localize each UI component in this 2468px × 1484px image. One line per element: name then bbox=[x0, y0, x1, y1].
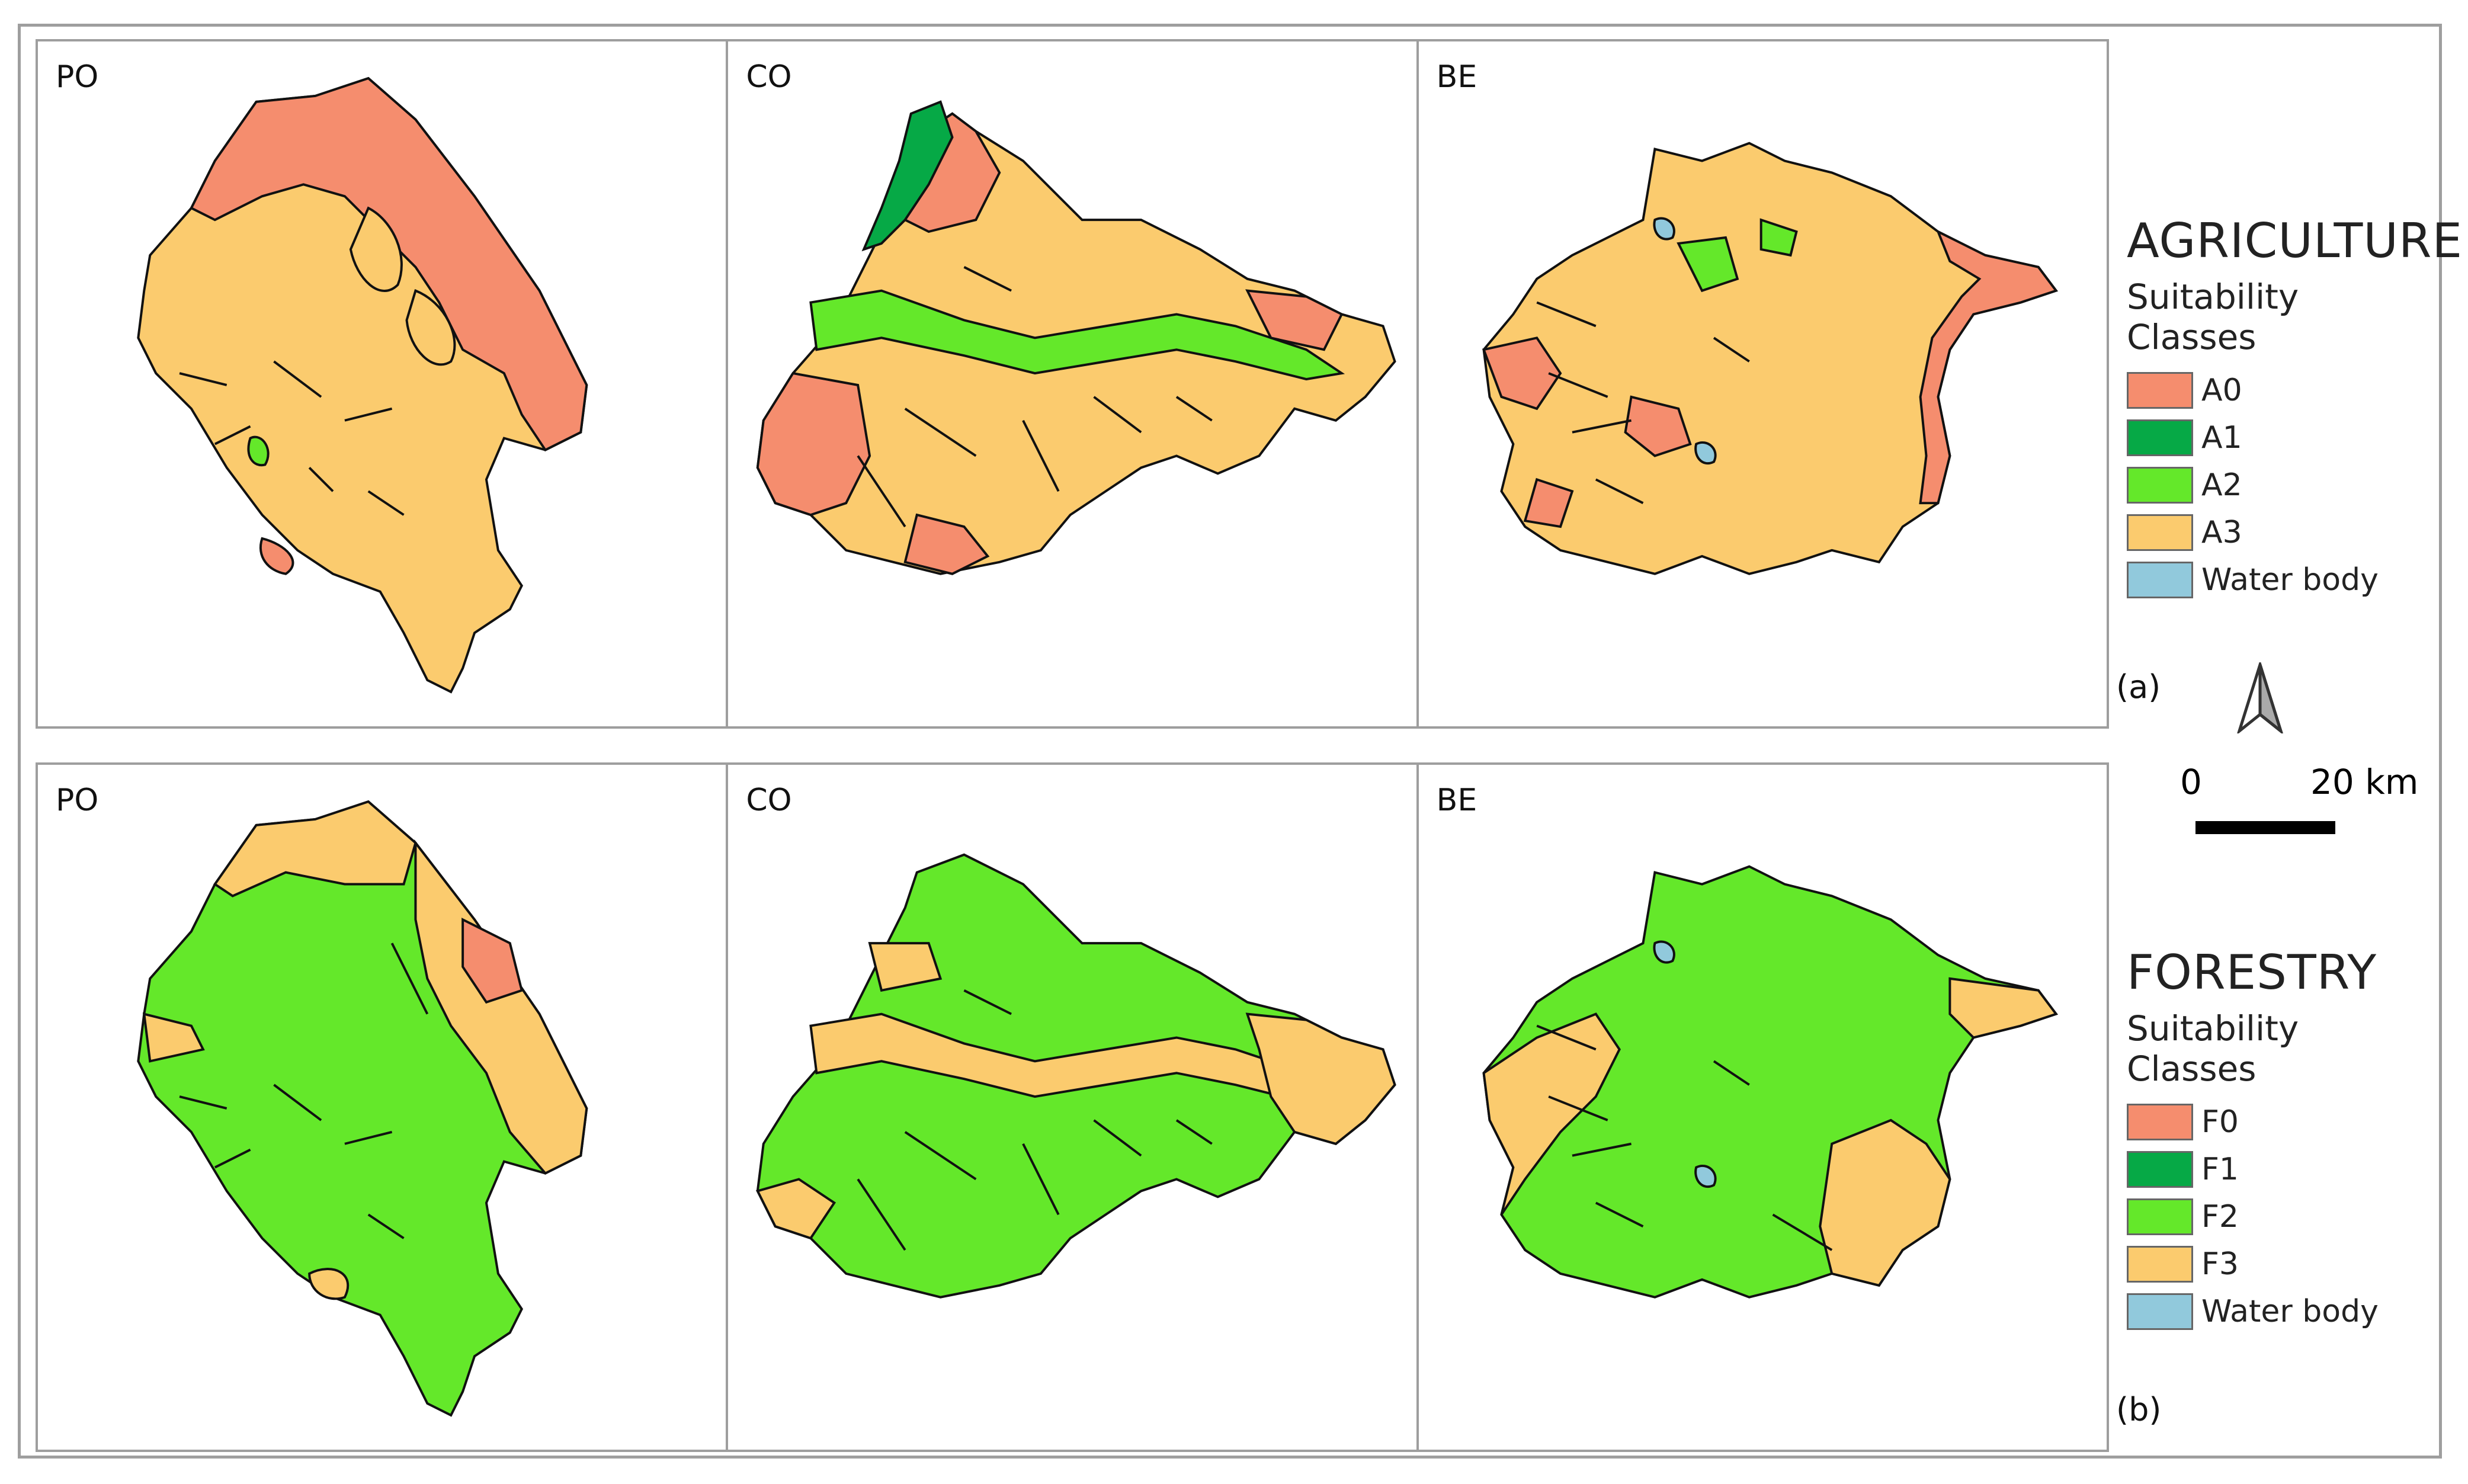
legend-label: F3 bbox=[2201, 1246, 2239, 1282]
legend-item: Water body bbox=[2127, 556, 2435, 604]
legend-swatch bbox=[2127, 419, 2193, 456]
scale-end-label: 20 km bbox=[2310, 762, 2419, 802]
legend-swatch bbox=[2127, 467, 2193, 504]
legend-swatch bbox=[2127, 1151, 2193, 1188]
legend-swatch bbox=[2127, 562, 2193, 598]
legend-item: A2 bbox=[2127, 461, 2435, 509]
scale-bar: 0 20 km bbox=[2180, 762, 2429, 845]
legend-label: A1 bbox=[2201, 420, 2242, 456]
panel-label-be: BE bbox=[1436, 783, 1477, 818]
legend-label: F0 bbox=[2201, 1104, 2239, 1140]
legend-label: Water body bbox=[2201, 1294, 2379, 1329]
legend-item: A3 bbox=[2127, 509, 2435, 556]
legend-swatch bbox=[2127, 1246, 2193, 1283]
agriculture-legend: AGRICULTURE Suitability Classes A0 A1 A2… bbox=[2127, 213, 2463, 604]
legend-label: F1 bbox=[2201, 1152, 2239, 1187]
legend-swatch bbox=[2127, 1198, 2193, 1235]
legend-label: A0 bbox=[2201, 373, 2242, 408]
scale-bar-line bbox=[2195, 821, 2335, 834]
legend-item: F1 bbox=[2127, 1146, 2435, 1193]
legend-subtitle: Suitability Classes bbox=[2127, 277, 2299, 357]
legend-item: A0 bbox=[2127, 367, 2435, 414]
map-panel-po-forestry: PO bbox=[38, 765, 729, 1450]
panel-label-po: PO bbox=[56, 783, 99, 818]
sublabel-b: (b) bbox=[2116, 1391, 2162, 1428]
agriculture-maps: PO CO BE bbox=[36, 39, 2109, 729]
legend-label: F2 bbox=[2201, 1199, 2239, 1235]
map-panel-co-forestry: CO bbox=[728, 765, 1419, 1450]
legend-label: Water body bbox=[2201, 562, 2379, 598]
map-panel-co-agriculture: CO bbox=[728, 41, 1419, 726]
figure-frame bbox=[18, 24, 2442, 1459]
legend-item: Water body bbox=[2127, 1288, 2435, 1335]
legend-label: A2 bbox=[2201, 467, 2242, 503]
legend-label: A3 bbox=[2201, 515, 2242, 550]
legend-swatch bbox=[2127, 514, 2193, 551]
panel-label-be: BE bbox=[1436, 59, 1477, 95]
north-arrow-icon bbox=[2237, 662, 2283, 733]
scale-start-label: 0 bbox=[2180, 762, 2202, 802]
sublabel-a: (a) bbox=[2116, 668, 2161, 706]
map-panel-po-agriculture: PO bbox=[38, 41, 729, 726]
be-agriculture-map bbox=[1482, 142, 2058, 575]
legend-subtitle: Suitability Classes bbox=[2127, 1008, 2299, 1089]
be-forestry-map bbox=[1482, 865, 2058, 1299]
panel-label-co: CO bbox=[746, 783, 792, 818]
forestry-legend: FORESTRY Suitability Classes F0 F1 F2 F3… bbox=[2127, 945, 2435, 1335]
legend-item: A1 bbox=[2127, 414, 2435, 461]
panel-label-co: CO bbox=[746, 59, 792, 95]
map-panel-be-forestry: BE bbox=[1419, 765, 2107, 1450]
co-agriculture-map bbox=[757, 100, 1397, 575]
legend-swatch bbox=[2127, 1293, 2193, 1330]
legend-item: F3 bbox=[2127, 1241, 2435, 1288]
legend-title: AGRICULTURE bbox=[2127, 213, 2463, 268]
panel-label-po: PO bbox=[56, 59, 99, 95]
legend-title: FORESTRY bbox=[2127, 945, 2377, 1000]
legend-swatch bbox=[2127, 1104, 2193, 1140]
co-forestry-map bbox=[756, 853, 1397, 1299]
legend-swatch bbox=[2127, 372, 2193, 409]
po-agriculture-map bbox=[137, 76, 588, 694]
po-forestry-map bbox=[137, 800, 588, 1417]
legend-item: F2 bbox=[2127, 1193, 2435, 1241]
forestry-maps: PO CO BE bbox=[36, 762, 2109, 1452]
map-panel-be-agriculture: BE bbox=[1419, 41, 2107, 726]
legend-item: F0 bbox=[2127, 1098, 2435, 1146]
